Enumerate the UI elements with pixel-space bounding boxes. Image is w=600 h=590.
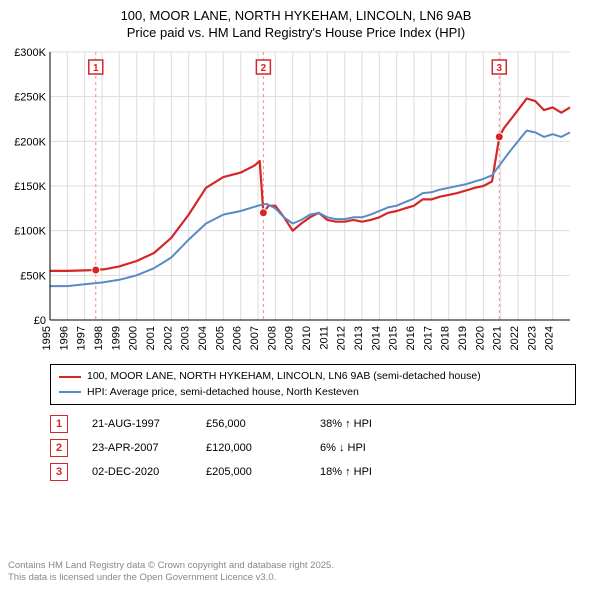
- title-block: 100, MOOR LANE, NORTH HYKEHAM, LINCOLN, …: [8, 8, 584, 42]
- title-line-2: Price paid vs. HM Land Registry's House …: [8, 25, 584, 42]
- svg-text:2022: 2022: [509, 326, 521, 350]
- transaction-price: £205,000: [206, 466, 296, 478]
- transactions-table: 1 21-AUG-1997 £56,000 38% ↑ HPI 2 23-APR-2007…: [50, 415, 576, 481]
- footer-line-2: This data is licensed under the Open Gov…: [8, 572, 334, 584]
- svg-text:2: 2: [261, 63, 267, 74]
- svg-text:2019: 2019: [457, 326, 469, 350]
- svg-text:2006: 2006: [232, 326, 244, 350]
- legend-row: 100, MOOR LANE, NORTH HYKEHAM, LINCOLN, …: [59, 369, 567, 385]
- svg-text:2001: 2001: [145, 326, 157, 350]
- svg-text:2000: 2000: [128, 326, 140, 350]
- transaction-price: £120,000: [206, 442, 296, 454]
- transaction-number-box: 2: [50, 439, 68, 457]
- transaction-date: 02-DEC-2020: [92, 466, 182, 478]
- footer-line-1: Contains HM Land Registry data © Crown c…: [8, 560, 334, 572]
- svg-text:2018: 2018: [440, 326, 452, 350]
- svg-text:£0: £0: [34, 315, 46, 327]
- transaction-row: 3 02-DEC-2020 £205,000 18% ↑ HPI: [50, 463, 576, 481]
- title-line-1: 100, MOOR LANE, NORTH HYKEHAM, LINCOLN, …: [8, 8, 584, 25]
- transaction-hpi: 6% ↓ HPI: [320, 442, 410, 454]
- svg-text:2017: 2017: [422, 326, 434, 350]
- svg-text:2024: 2024: [544, 326, 556, 350]
- svg-text:2005: 2005: [214, 326, 226, 350]
- svg-text:1997: 1997: [76, 326, 88, 350]
- transaction-hpi: 18% ↑ HPI: [320, 466, 410, 478]
- svg-text:2004: 2004: [197, 326, 209, 350]
- transaction-number-box: 3: [50, 463, 68, 481]
- svg-text:£150K: £150K: [14, 181, 46, 193]
- svg-text:2008: 2008: [266, 326, 278, 350]
- svg-text:2007: 2007: [249, 326, 261, 350]
- transaction-date: 21-AUG-1997: [92, 418, 182, 430]
- svg-text:£50K: £50K: [20, 270, 46, 282]
- legend-box: 100, MOOR LANE, NORTH HYKEHAM, LINCOLN, …: [50, 364, 576, 406]
- chart-container: 100, MOOR LANE, NORTH HYKEHAM, LINCOLN, …: [0, 0, 600, 590]
- svg-text:2013: 2013: [353, 326, 365, 350]
- svg-text:£100K: £100K: [14, 225, 46, 237]
- legend-swatch: [59, 376, 81, 378]
- chart-area: £0 £50K £100K £150K £200K £250K £300K 1995 1996 1…: [8, 46, 584, 356]
- svg-text:1995: 1995: [41, 326, 53, 350]
- svg-text:2003: 2003: [180, 326, 192, 350]
- svg-text:1996: 1996: [58, 326, 70, 350]
- svg-text:2011: 2011: [318, 326, 330, 350]
- svg-text:1999: 1999: [110, 326, 122, 350]
- legend-label: HPI: Average price, semi-detached house,…: [87, 385, 359, 401]
- svg-text:3: 3: [496, 63, 502, 74]
- svg-text:£250K: £250K: [14, 91, 46, 103]
- svg-text:1998: 1998: [93, 326, 105, 350]
- transaction-row: 1 21-AUG-1997 £56,000 38% ↑ HPI: [50, 415, 576, 433]
- transaction-row: 2 23-APR-2007 £120,000 6% ↓ HPI: [50, 439, 576, 457]
- line-chart-svg: £0 £50K £100K £150K £200K £250K £300K 1995 1996 1…: [8, 46, 584, 356]
- legend-swatch: [59, 391, 81, 393]
- svg-text:1: 1: [93, 63, 99, 74]
- svg-text:2021: 2021: [492, 326, 504, 350]
- legend-label: 100, MOOR LANE, NORTH HYKEHAM, LINCOLN, …: [87, 369, 481, 385]
- svg-text:2016: 2016: [405, 326, 417, 350]
- footer-attribution: Contains HM Land Registry data © Crown c…: [8, 560, 334, 584]
- svg-text:2012: 2012: [336, 326, 348, 350]
- svg-text:2014: 2014: [370, 326, 382, 350]
- svg-text:2002: 2002: [162, 326, 174, 350]
- svg-text:2023: 2023: [526, 326, 538, 350]
- svg-text:2010: 2010: [301, 326, 313, 350]
- transaction-date: 23-APR-2007: [92, 442, 182, 454]
- svg-text:2015: 2015: [388, 326, 400, 350]
- svg-text:£300K: £300K: [14, 47, 46, 59]
- transaction-price: £56,000: [206, 418, 296, 430]
- transaction-number-box: 1: [50, 415, 68, 433]
- svg-text:2020: 2020: [474, 326, 486, 350]
- svg-text:2009: 2009: [284, 326, 296, 350]
- svg-text:£200K: £200K: [14, 136, 46, 148]
- transaction-hpi: 38% ↑ HPI: [320, 418, 410, 430]
- legend-row: HPI: Average price, semi-detached house,…: [59, 385, 567, 401]
